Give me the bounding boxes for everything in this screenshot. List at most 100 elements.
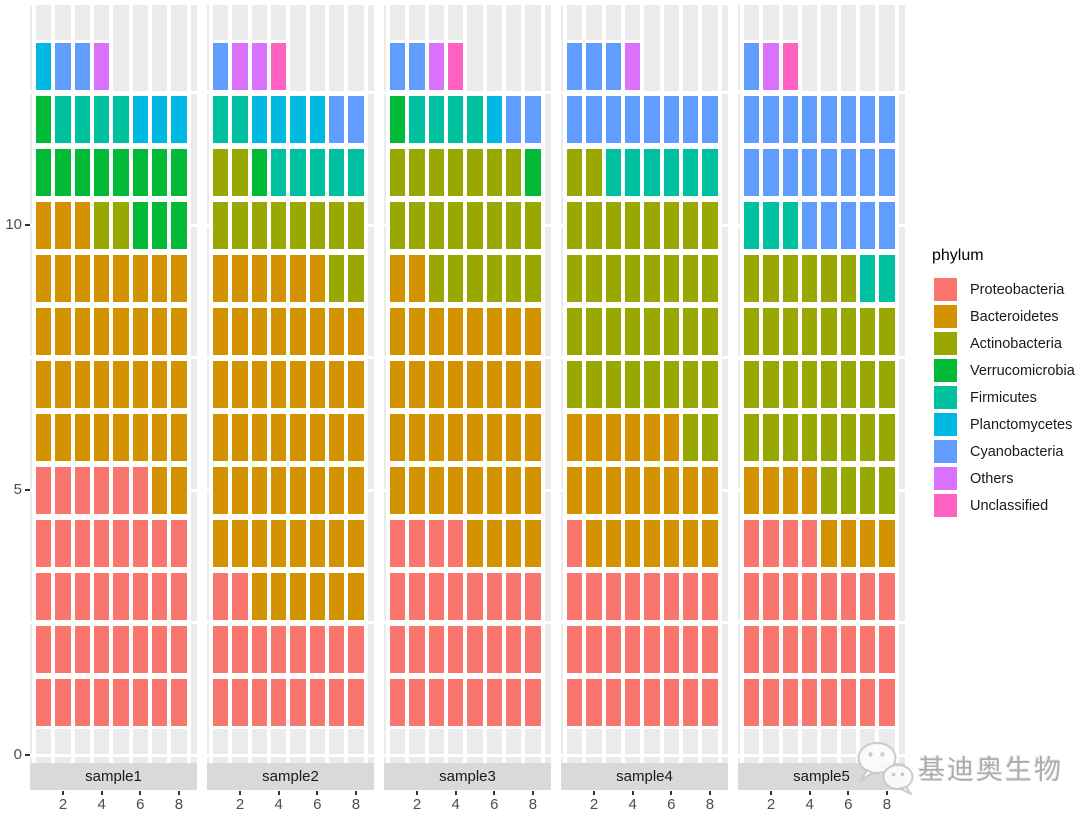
waffle-tile	[33, 410, 54, 464]
panel-sample5	[738, 5, 905, 763]
gridline-vertical	[540, 5, 545, 763]
waffle-tile	[484, 463, 504, 517]
waffle-tile	[169, 304, 189, 358]
waffle-tile	[799, 675, 820, 729]
waffle-tile	[680, 569, 701, 623]
waffle-tile	[523, 569, 543, 623]
waffle-tile	[33, 463, 54, 517]
y-tick-mark	[25, 754, 30, 756]
waffle-tile	[346, 675, 366, 729]
x-tick-label: 4	[274, 796, 283, 813]
x-tick-mark	[316, 791, 319, 795]
waffle-tile	[307, 357, 327, 411]
waffle-tile	[780, 622, 800, 676]
waffle-tile	[761, 410, 781, 464]
waffle-tile	[169, 622, 189, 676]
waffle-tile	[780, 304, 800, 358]
waffle-tile	[564, 145, 585, 199]
waffle-tile	[680, 622, 701, 676]
waffle-tile	[523, 92, 543, 146]
waffle-tile	[445, 251, 466, 305]
waffle-tile	[72, 251, 92, 305]
waffle-tile	[230, 516, 250, 570]
waffle-tile	[346, 569, 366, 623]
waffle-tile	[130, 622, 150, 676]
waffle-tile	[111, 198, 131, 252]
waffle-tile	[857, 357, 878, 411]
waffle-tile	[799, 622, 820, 676]
waffle-tile	[484, 198, 504, 252]
waffle-tile	[307, 410, 327, 464]
legend-key-swatch	[934, 332, 957, 355]
waffle-tile	[484, 92, 504, 146]
waffle-tile	[72, 357, 92, 411]
waffle-tile	[169, 569, 189, 623]
waffle-tile	[819, 675, 839, 729]
waffle-tile	[741, 622, 762, 676]
x-tick-label: 2	[235, 796, 245, 813]
waffle-tile	[288, 145, 308, 199]
waffle-tile	[857, 251, 878, 305]
waffle-tile	[169, 463, 189, 517]
waffle-tile	[268, 357, 289, 411]
x-tick-label: 4	[451, 796, 460, 813]
waffle-tile	[210, 304, 231, 358]
waffle-tile	[53, 145, 73, 199]
waffle-tile	[838, 622, 858, 676]
waffle-tile	[230, 463, 250, 517]
x-tick-label: 4	[805, 796, 814, 813]
waffle-tile	[503, 410, 524, 464]
waffle-tile	[780, 198, 800, 252]
waffle-tile	[819, 516, 839, 570]
x-tick-mark	[670, 791, 673, 795]
waffle-tile	[111, 569, 131, 623]
waffle-tile	[426, 198, 446, 252]
waffle-tile	[387, 516, 408, 570]
waffle-tile	[838, 569, 858, 623]
waffle-tile	[407, 39, 427, 93]
waffle-tile	[445, 304, 466, 358]
waffle-tile	[407, 357, 427, 411]
x-tick-label: 2	[58, 796, 68, 813]
waffle-tile	[661, 463, 681, 517]
waffle-tile	[838, 357, 858, 411]
waffle-tile	[761, 92, 781, 146]
waffle-tile	[445, 39, 466, 93]
waffle-tile	[407, 622, 427, 676]
legend-key-swatch	[934, 386, 957, 409]
waffle-tile	[661, 410, 681, 464]
waffle-tile	[307, 251, 327, 305]
waffle-tile	[780, 145, 800, 199]
watermark: 基迪奥生物	[854, 738, 1063, 796]
waffle-tile	[741, 92, 762, 146]
waffle-tile	[445, 145, 466, 199]
waffle-tile	[249, 622, 269, 676]
strip-label: sample4	[616, 768, 673, 785]
waffle-tile	[111, 251, 131, 305]
waffle-tile	[307, 304, 327, 358]
legend-label: Cyanobacteria	[970, 443, 1064, 460]
waffle-tile	[603, 516, 623, 570]
waffle-tile	[91, 145, 112, 199]
waffle-tile	[130, 92, 150, 146]
waffle-tile	[230, 410, 250, 464]
waffle-tile	[622, 39, 643, 93]
waffle-tile	[346, 304, 366, 358]
strip-label: sample2	[262, 768, 319, 785]
waffle-tile	[72, 569, 92, 623]
waffle-tile	[661, 622, 681, 676]
waffle-tile	[326, 92, 347, 146]
waffle-tile	[642, 357, 662, 411]
waffle-tile	[72, 463, 92, 517]
waffle-tile	[72, 39, 92, 93]
legend-key-swatch	[934, 413, 957, 436]
waffle-tile	[426, 516, 446, 570]
waffle-tile	[465, 463, 485, 517]
facet-sample2: sample2 2 4 6 8	[207, 5, 374, 816]
waffle-tile	[661, 516, 681, 570]
waffle-tile	[584, 39, 604, 93]
waffle-tile	[130, 251, 150, 305]
waffle-tile	[622, 569, 643, 623]
waffle-tile	[799, 463, 820, 517]
waffle-tile	[268, 569, 289, 623]
